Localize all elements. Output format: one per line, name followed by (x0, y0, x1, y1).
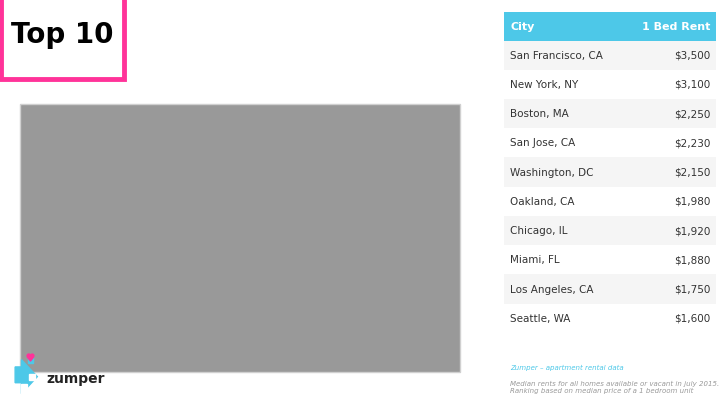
Text: Median rents for all homes available or vacant in july 2015.
Ranking based on me: Median rents for all homes available or … (510, 381, 719, 394)
Text: San Francisco, CA: San Francisco, CA (510, 51, 603, 61)
FancyBboxPatch shape (504, 216, 716, 245)
Polygon shape (21, 384, 27, 394)
Text: San Jose, CA: San Jose, CA (510, 139, 575, 149)
FancyBboxPatch shape (504, 158, 716, 187)
FancyBboxPatch shape (504, 128, 716, 158)
Text: $1,880: $1,880 (674, 256, 710, 265)
FancyBboxPatch shape (504, 40, 716, 70)
Text: Zumper – apartment rental data: Zumper – apartment rental data (510, 365, 624, 371)
Text: $2,250: $2,250 (674, 109, 710, 119)
Text: New York, NY: New York, NY (510, 80, 579, 90)
Text: $1,750: $1,750 (674, 285, 710, 295)
Text: Boston, MA: Boston, MA (510, 109, 569, 119)
Text: 1 Bedroom Median Rents – August 2015: 1 Bedroom Median Rents – August 2015 (140, 26, 562, 45)
Text: Los Angeles, CA: Los Angeles, CA (510, 285, 594, 295)
FancyBboxPatch shape (504, 245, 716, 275)
Text: $1,980: $1,980 (674, 197, 710, 207)
Text: Oakland, CA: Oakland, CA (510, 197, 575, 207)
FancyBboxPatch shape (504, 70, 716, 99)
FancyBboxPatch shape (504, 99, 716, 128)
Text: Miami, FL: Miami, FL (510, 256, 560, 265)
Polygon shape (30, 374, 35, 380)
Text: $2,150: $2,150 (674, 168, 710, 178)
Text: 1 Bed Rent: 1 Bed Rent (642, 22, 710, 32)
Text: $2,230: $2,230 (674, 139, 710, 149)
Polygon shape (28, 356, 32, 363)
Text: $3,500: $3,500 (674, 51, 710, 61)
FancyBboxPatch shape (504, 187, 716, 216)
Text: $1,920: $1,920 (674, 226, 710, 236)
Text: Seattle, WA: Seattle, WA (510, 314, 571, 324)
FancyBboxPatch shape (504, 275, 716, 304)
Text: City: City (510, 22, 535, 32)
Text: Top 10: Top 10 (12, 21, 114, 49)
FancyBboxPatch shape (504, 11, 716, 40)
FancyBboxPatch shape (504, 304, 716, 333)
FancyBboxPatch shape (20, 104, 460, 372)
FancyBboxPatch shape (1, 0, 124, 79)
Text: Washington, DC: Washington, DC (510, 168, 594, 178)
Text: $3,100: $3,100 (674, 80, 710, 90)
Text: $1,600: $1,600 (674, 314, 710, 324)
Polygon shape (15, 360, 37, 394)
Text: Chicago, IL: Chicago, IL (510, 226, 568, 236)
Text: zumper: zumper (47, 372, 105, 386)
